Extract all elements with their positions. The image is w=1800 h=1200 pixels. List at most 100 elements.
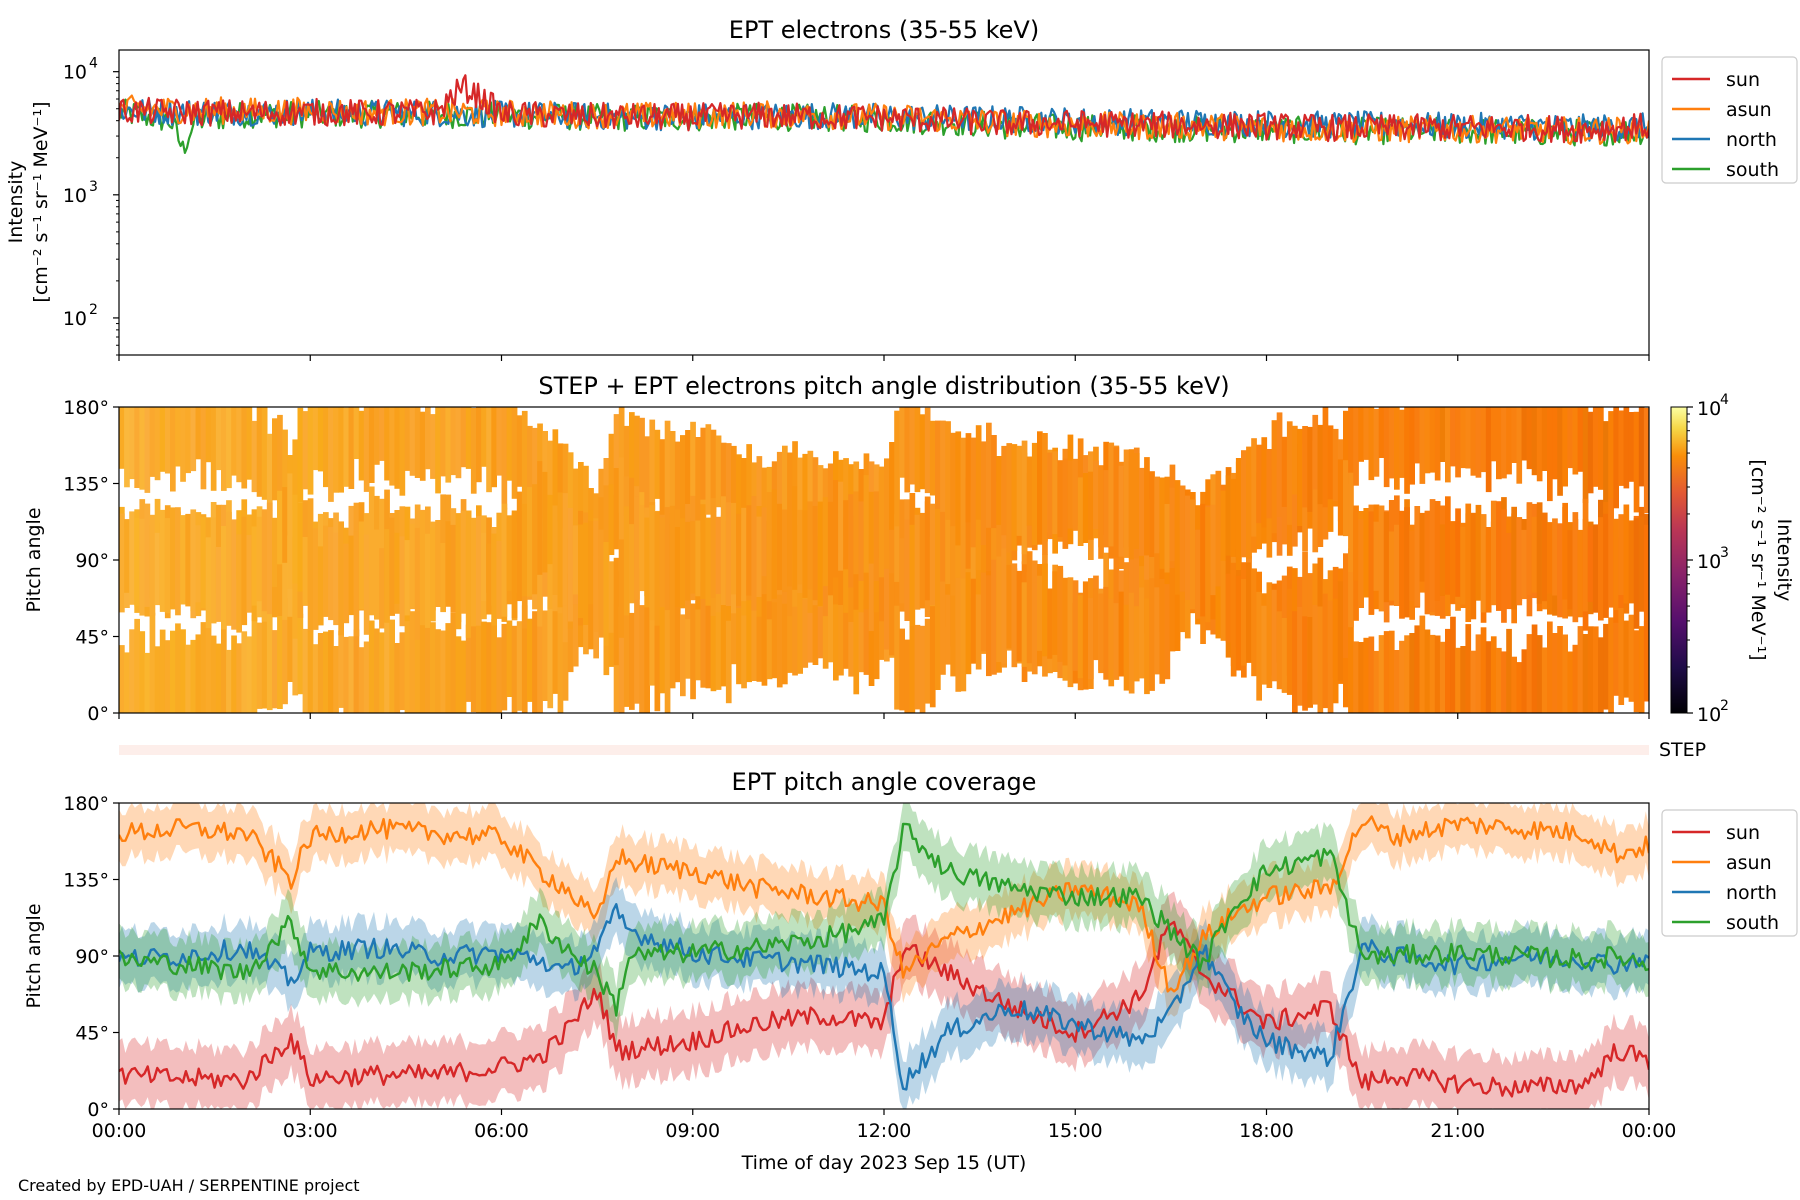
heat-cell <box>1251 438 1257 537</box>
heat-cell <box>746 444 752 514</box>
heat-cell <box>690 603 696 700</box>
heat-cell <box>1225 573 1232 643</box>
heat-cell <box>368 535 375 616</box>
heat-cell <box>1414 625 1421 713</box>
heat-cell <box>1388 407 1395 479</box>
heat-cell <box>1317 606 1324 713</box>
heat-cell <box>1088 598 1094 680</box>
heat-cell <box>1439 524 1446 596</box>
heat-cell <box>1077 595 1084 679</box>
heat-cell <box>261 609 268 709</box>
x-tick-label: 21:00 <box>1430 1120 1485 1142</box>
heat-cell <box>486 543 492 615</box>
heat-cell <box>924 407 931 494</box>
heat-cell <box>1378 531 1385 612</box>
heat-cell <box>1618 514 1625 595</box>
heat-cell <box>873 491 880 582</box>
heat-cell <box>1526 503 1533 595</box>
heat-cell <box>414 527 421 640</box>
heat-cell <box>440 630 446 713</box>
heat-cell <box>139 631 146 713</box>
heat-cell <box>1241 578 1247 666</box>
heat-cell <box>1465 624 1472 713</box>
heat-cell <box>1246 575 1252 663</box>
heat-cell <box>368 407 375 483</box>
legend-label-asun: asun <box>1726 99 1772 121</box>
heat-cell <box>205 407 212 463</box>
heat-cell <box>149 612 156 713</box>
heat-cell <box>700 504 707 599</box>
x-tick-label: 00:00 <box>92 1120 147 1142</box>
heat-cell <box>1552 633 1558 713</box>
heat-cell <box>486 407 492 493</box>
heat-cell <box>909 626 916 713</box>
heat-cell <box>695 601 701 681</box>
heat-cell <box>1455 407 1461 478</box>
heat-cell <box>277 414 283 527</box>
heat-cell <box>297 502 304 592</box>
heat-cell <box>975 425 982 520</box>
heat-cell <box>680 435 686 520</box>
heat-cell <box>1006 564 1013 649</box>
band-asun <box>119 803 1649 1017</box>
heat-cell <box>1470 407 1477 476</box>
heat-cell <box>1312 440 1319 553</box>
heat-cell <box>312 407 319 471</box>
heat-cell <box>1587 411 1594 494</box>
heat-cell <box>1638 407 1645 487</box>
heat-cell <box>1225 475 1232 556</box>
heat-cell <box>1348 472 1354 572</box>
heat-cell <box>236 534 242 633</box>
heat-cell <box>221 526 227 630</box>
heat-cell <box>792 486 798 590</box>
heat-cell <box>1337 581 1344 681</box>
heat-cell <box>1292 425 1298 495</box>
heat-cell <box>537 461 543 575</box>
heat-cell <box>1633 630 1640 713</box>
heat-cell <box>1388 630 1395 713</box>
heat-cell <box>450 612 457 713</box>
heat-cell <box>1139 467 1145 556</box>
heat-cell <box>1215 470 1222 587</box>
heat-cell <box>440 543 446 613</box>
pitch-angle-coverage-panel: EPT pitch angle coverage 0° 45° 90° 135° 180… <box>23 768 1798 1142</box>
heat-cell <box>119 407 125 469</box>
heat-cell <box>374 529 380 620</box>
heat-cell <box>1235 458 1242 570</box>
colorbar-tick-exponent: 4 <box>1720 392 1729 408</box>
heat-cell <box>878 549 885 622</box>
heat-cell <box>588 565 594 650</box>
heat-cell <box>562 493 569 606</box>
heat-cell <box>159 407 166 472</box>
heat-cell <box>1429 407 1436 473</box>
heat-cell <box>950 595 956 677</box>
heat-cell <box>1358 519 1364 608</box>
heat-cell <box>190 407 197 472</box>
heat-cell <box>986 575 992 677</box>
heat-cell <box>1378 635 1385 713</box>
heat-cell <box>725 443 732 517</box>
heat-cell <box>899 407 905 478</box>
heat-cell <box>1261 437 1268 528</box>
heat-cell <box>782 569 788 685</box>
heat-cell <box>537 610 543 713</box>
x-tick-label: 09:00 <box>665 1120 720 1142</box>
heat-cell <box>970 578 977 664</box>
heat-cell <box>282 589 288 705</box>
heat-cell <box>904 519 911 621</box>
heat-cell <box>588 520 594 605</box>
heat-cell <box>419 411 426 481</box>
heat-cell <box>450 407 457 476</box>
heat-cell <box>180 407 186 482</box>
heat-cell <box>266 502 273 615</box>
heat-cell <box>159 509 166 612</box>
heat-cell <box>1159 578 1166 684</box>
heat-cell <box>1516 518 1523 606</box>
heat-cell <box>1536 502 1543 604</box>
heat-cell <box>338 630 344 708</box>
heat-cell <box>409 611 416 713</box>
heat-cell <box>1465 407 1472 469</box>
heat-cell <box>644 436 650 514</box>
heat-cell <box>1118 591 1125 677</box>
